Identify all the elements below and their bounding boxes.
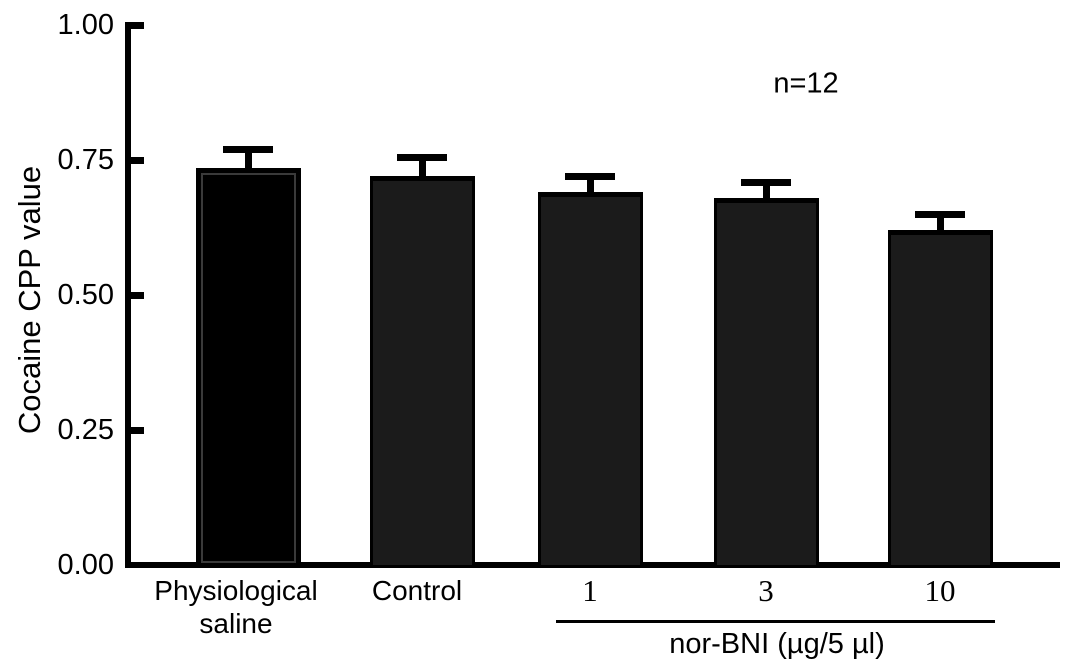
y-axis-tick	[131, 427, 144, 434]
dose-group-underline	[556, 620, 995, 623]
error-bar-stem	[936, 214, 944, 234]
x-category-label-3: 1	[582, 573, 598, 608]
error-bar-cap	[565, 173, 615, 181]
bar-1	[195, 168, 301, 568]
error-bar-cap	[223, 146, 273, 154]
x-category-label-2: Control	[371, 575, 463, 606]
error-bar-cap	[915, 211, 965, 218]
bar-4	[713, 197, 819, 568]
y-tick-label: 0.00	[57, 549, 114, 581]
y-axis-tick	[131, 292, 144, 299]
y-tick-label: 0.75	[57, 144, 114, 176]
x-category-label-5: 10	[924, 573, 956, 608]
x-category-label-1: Physiological saline	[154, 575, 318, 639]
bar-3	[537, 192, 643, 568]
y-axis-tick	[131, 22, 144, 29]
bar-5	[887, 230, 993, 568]
error-bar-cap	[397, 154, 447, 162]
error-bar-cap	[741, 179, 791, 187]
y-tick-label: 0.50	[57, 279, 114, 311]
y-tick-label: 1.00	[57, 9, 114, 41]
error-bar-stem	[244, 149, 252, 172]
y-tick-label: 0.25	[57, 414, 114, 446]
bar-2	[369, 176, 475, 568]
error-bar-stem	[586, 176, 594, 196]
error-bar-stem	[418, 157, 426, 180]
sample-size-annotation: n=12	[773, 67, 839, 100]
y-axis-tick	[131, 157, 144, 164]
y-axis-line	[125, 22, 131, 568]
dose-group-label: nor-BNI (µg/5 µl)	[669, 628, 885, 660]
error-bar-stem	[762, 182, 770, 201]
x-category-label-4: 3	[758, 573, 774, 608]
